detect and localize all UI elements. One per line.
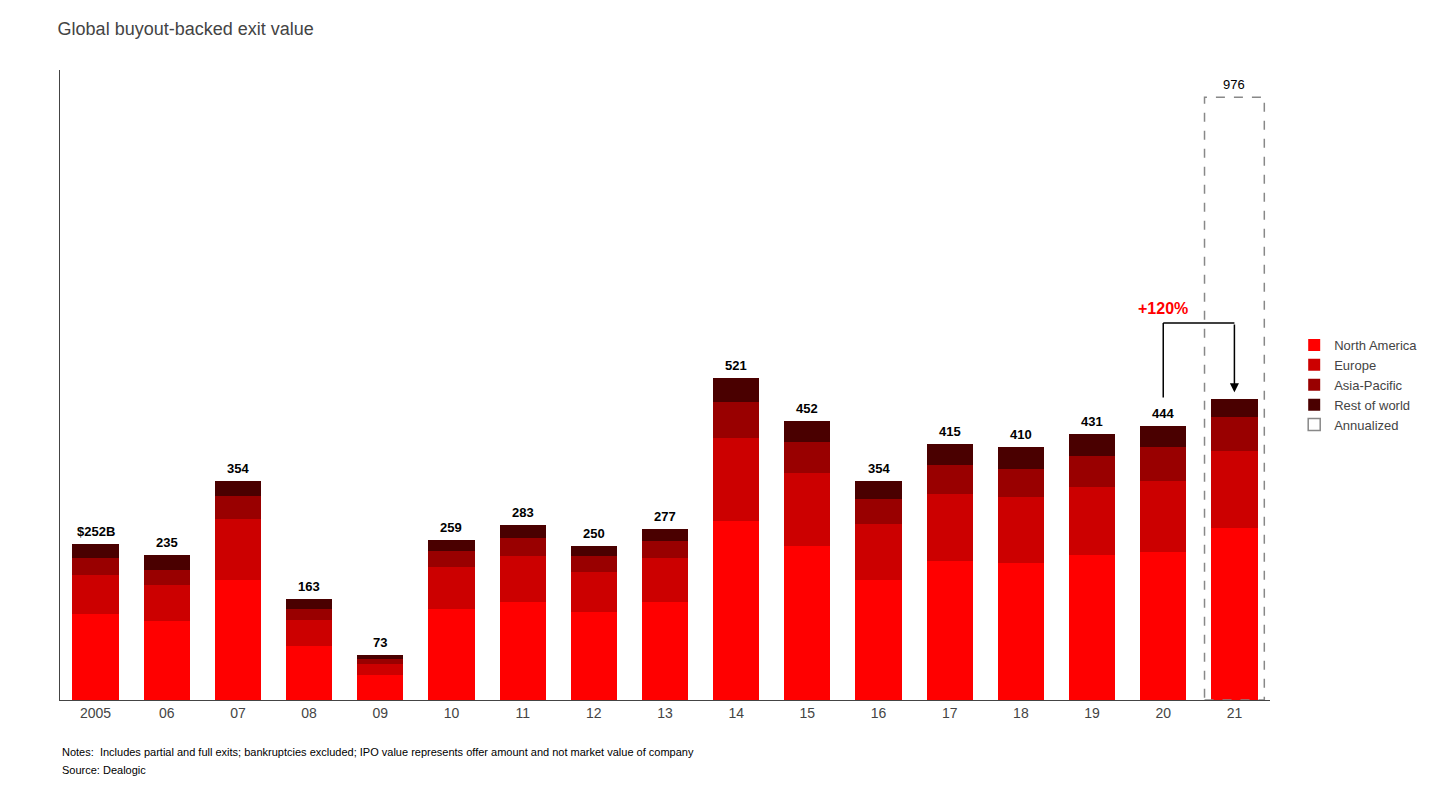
- svg-text:354: 354: [868, 461, 890, 476]
- svg-text:976: 976: [1223, 77, 1245, 92]
- svg-text:431: 431: [1081, 414, 1103, 429]
- svg-text:17: 17: [942, 705, 958, 721]
- svg-text:19: 19: [1084, 705, 1100, 721]
- svg-text:14: 14: [728, 705, 744, 721]
- svg-text:259: 259: [440, 520, 462, 535]
- svg-text:277: 277: [654, 509, 676, 524]
- svg-text:20: 20: [1155, 705, 1171, 721]
- svg-text:Notes: Includes partial and f: Notes: Includes partial and full exits; …: [62, 746, 694, 758]
- svg-text:73: 73: [373, 635, 387, 650]
- svg-text:Global buyout-backed exit valu: Global buyout-backed exit value: [58, 19, 314, 39]
- svg-text:444: 444: [1152, 406, 1174, 421]
- svg-text:15: 15: [800, 705, 816, 721]
- svg-text:12: 12: [586, 705, 602, 721]
- svg-text:09: 09: [373, 705, 389, 721]
- svg-text:Annualized: Annualized: [1334, 418, 1398, 433]
- svg-text:North America: North America: [1334, 338, 1417, 353]
- svg-text:08: 08: [301, 705, 317, 721]
- svg-text:21: 21: [1227, 705, 1243, 721]
- svg-text:Asia-Pacific: Asia-Pacific: [1334, 378, 1402, 393]
- svg-text:07: 07: [230, 705, 246, 721]
- svg-text:18: 18: [1013, 705, 1029, 721]
- svg-text:+120%: +120%: [1138, 300, 1188, 317]
- svg-text:16: 16: [871, 705, 887, 721]
- svg-text:250: 250: [583, 526, 605, 541]
- svg-text:283: 283: [512, 505, 534, 520]
- svg-text:$252B: $252B: [77, 524, 115, 539]
- svg-text:410: 410: [1010, 427, 1032, 442]
- svg-text:235: 235: [156, 535, 178, 550]
- svg-text:2005: 2005: [80, 705, 111, 721]
- svg-text:Rest of world: Rest of world: [1334, 398, 1410, 413]
- svg-text:415: 415: [939, 424, 961, 439]
- svg-text:354: 354: [227, 461, 249, 476]
- svg-text:11: 11: [515, 705, 530, 721]
- svg-text:163: 163: [298, 579, 320, 594]
- svg-text:Source: Dealogic: Source: Dealogic: [62, 764, 146, 776]
- svg-text:452: 452: [796, 401, 818, 416]
- svg-text:521: 521: [725, 358, 747, 373]
- svg-text:Europe: Europe: [1334, 358, 1376, 373]
- svg-text:06: 06: [159, 705, 175, 721]
- svg-text:10: 10: [444, 705, 460, 721]
- svg-text:13: 13: [657, 705, 673, 721]
